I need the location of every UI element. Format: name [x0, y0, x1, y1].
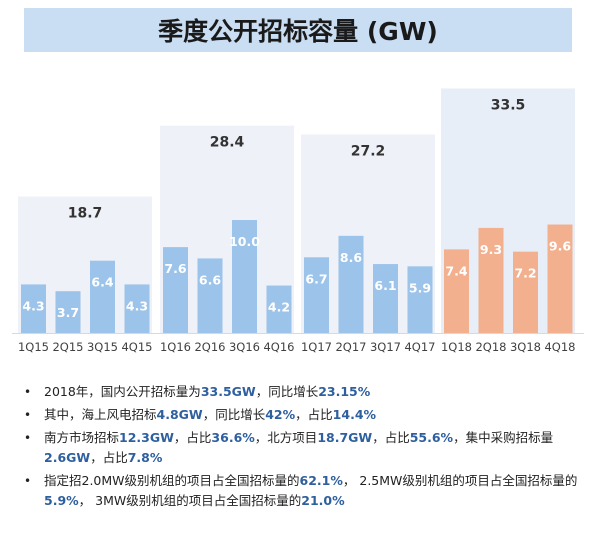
x-tick-label: 2Q18	[475, 340, 506, 354]
x-tick-label: 3Q15	[87, 340, 118, 354]
bullet-text: ，占比	[372, 430, 410, 445]
bar	[55, 291, 81, 333]
x-tick-label: 1Q15	[18, 340, 49, 354]
bullet-text: ，占比	[295, 407, 333, 422]
bar-value-label: 9.6	[549, 239, 571, 254]
bar-value-label: 8.6	[340, 250, 362, 265]
bullet-dot: •	[24, 474, 32, 488]
highlight-figure: 21.0%	[301, 493, 345, 508]
x-tick-label: 4Q18	[544, 340, 575, 354]
highlight-figure: 55.6%	[409, 430, 454, 445]
bar	[266, 285, 292, 333]
bullet-dot: •	[24, 431, 32, 445]
bar	[304, 257, 329, 333]
bar	[547, 224, 573, 333]
bar	[163, 247, 188, 333]
year-total-label: 28.4	[210, 135, 245, 151]
bullet-text: ，同比增长	[255, 384, 319, 399]
summary-bullet: • 指定招2.0MW级别机组的项目占全国招标量的62.1%， 2.5MW级别机组的…	[20, 471, 592, 511]
bar	[407, 266, 433, 333]
bar-value-label: 6.6	[199, 272, 221, 287]
summary-bullet: • 2018年，国内公开招标量为33.5GW，同比增长23.15%	[20, 382, 592, 402]
x-tick-label: 2Q15	[52, 340, 83, 354]
bar-value-label: 7.2	[514, 266, 536, 281]
bar-value-label: 10.0	[229, 234, 260, 249]
highlight-figure: 42%	[265, 407, 296, 422]
bar-value-label: 6.1	[374, 278, 396, 293]
highlight-figure: 23.15%	[318, 384, 371, 399]
highlight-figure: 5.9%	[44, 493, 79, 508]
bar	[232, 220, 257, 333]
bullet-text: ， 3MW级别机组的项目占全国招标量的	[78, 493, 302, 508]
chart-title-bar: 季度公开招标容量 (GW)	[24, 8, 572, 52]
bullet-text: 指定招2.0MW级别机组的项目占全国招标量的	[44, 473, 300, 488]
bar-value-label: 5.9	[409, 280, 431, 295]
bullet-text: ，集中采购招标量	[453, 430, 554, 445]
bullet-text: 2018年，国内公开招标量为	[44, 384, 201, 399]
bar-value-label: 4.3	[126, 298, 148, 313]
bar-value-label: 9.3	[480, 242, 502, 257]
highlight-figure: 14.4%	[332, 407, 377, 422]
bar-value-label: 7.4	[445, 263, 467, 278]
bar-value-label: 6.7	[305, 271, 327, 286]
summary-bullet: • 南方市场招标12.3GW，占比36.6%，北方项目18.7GW，占比55.6%…	[20, 428, 592, 468]
highlight-figure: 36.6%	[211, 430, 255, 445]
bar-value-label: 4.3	[22, 298, 44, 313]
x-tick-label: 3Q18	[510, 340, 541, 354]
year-total-label: 33.5	[491, 97, 526, 113]
x-tick-label: 2Q16	[194, 340, 225, 354]
highlight-figure: 62.1%	[299, 473, 343, 488]
bullet-text: ，占比	[90, 450, 128, 465]
highlight-figure: 12.3GW	[119, 430, 174, 445]
bar-value-label: 4.2	[268, 300, 290, 315]
x-tick-label: 4Q16	[263, 340, 294, 354]
x-tick-label: 1Q16	[160, 340, 191, 354]
x-tick-label: 2Q17	[335, 340, 366, 354]
bullet-text: 其中，海上风电招标	[44, 407, 157, 422]
highlight-figure: 2.6GW	[44, 450, 91, 465]
bullet-text: 南方市场招标	[44, 430, 120, 445]
x-tick-label: 1Q18	[441, 340, 472, 354]
bar	[124, 284, 150, 333]
x-tick-label: 3Q16	[229, 340, 260, 354]
x-tick-label: 3Q17	[370, 340, 401, 354]
bar-value-label: 3.7	[57, 305, 79, 320]
bullet-dot: •	[24, 385, 32, 399]
quarterly-tender-chart: 18.7 28.4 27.2 33.5 4.3 3.7 6.4 4.3 7.6 6.6 10.0 4.…	[12, 88, 584, 354]
bar-value-label: 6.4	[91, 275, 113, 290]
bar	[513, 251, 538, 333]
bar-value-label: 7.6	[164, 261, 186, 276]
bullet-text: ，北方项目	[254, 430, 318, 445]
bullet-text: ， 2.5MW级别机组的项目占全国招标量的	[342, 473, 578, 488]
bar	[444, 249, 469, 333]
chart-title: 季度公开招标容量 (GW)	[158, 17, 438, 46]
bar	[21, 284, 46, 333]
highlight-figure: 4.8GW	[156, 407, 203, 422]
year-total-label: 18.7	[68, 205, 103, 221]
bar	[373, 264, 398, 333]
bar	[90, 260, 115, 333]
highlight-figure: 7.8%	[127, 450, 163, 465]
bar	[197, 258, 223, 333]
summary-bullet: • 其中，海上风电招标4.8GW，同比增长42%，占比14.4%	[20, 405, 592, 425]
summary-bullets: • 2018年，国内公开招标量为33.5GW，同比增长23.15% • 其中，海上风电…	[20, 382, 592, 514]
x-tick-label: 4Q17	[404, 340, 435, 354]
bullet-text: ，同比增长	[202, 407, 266, 422]
year-total-label: 27.2	[351, 143, 386, 159]
x-tick-label: 4Q15	[121, 340, 152, 354]
bar	[338, 235, 364, 333]
x-tick-label: 1Q17	[301, 340, 332, 354]
highlight-figure: 18.7GW	[317, 430, 373, 445]
bullet-text: ，占比	[173, 430, 212, 445]
bullet-dot: •	[24, 408, 32, 422]
bar	[478, 227, 504, 333]
highlight-figure: 33.5GW	[200, 384, 256, 399]
